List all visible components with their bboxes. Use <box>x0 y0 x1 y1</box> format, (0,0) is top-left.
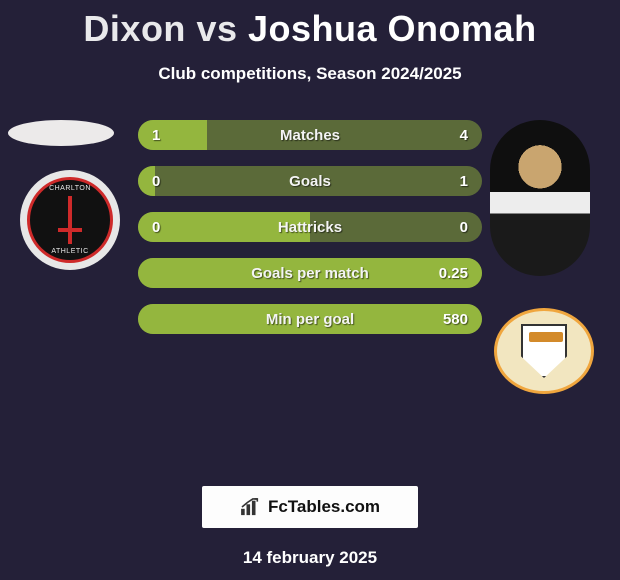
branding-text: FcTables.com <box>268 497 380 517</box>
stat-rows: 1Matches40Goals10Hattricks0Goals per mat… <box>138 120 482 334</box>
page-title: Dixon vs Joshua Onomah <box>0 0 620 50</box>
player2-photo <box>490 120 590 276</box>
branding-badge: FcTables.com <box>202 486 418 528</box>
player1-photo <box>8 120 114 146</box>
club1-text-top: CHARLTON <box>30 185 110 192</box>
stat-right-value: 0 <box>460 219 468 236</box>
subtitle: Club competitions, Season 2024/2025 <box>0 64 620 84</box>
fctables-logo-icon <box>240 498 262 516</box>
comparison-stage: CHARLTON ATHLETIC 1Matches40Goals10Hattr… <box>0 120 620 430</box>
blackpool-shield-icon <box>521 324 567 378</box>
player2-club-badge <box>494 308 594 394</box>
stat-row: Min per goal580 <box>138 304 482 334</box>
player1-name: Dixon <box>83 8 186 49</box>
player1-club-badge: CHARLTON ATHLETIC <box>20 170 120 270</box>
stat-right-value: 0.25 <box>439 265 468 282</box>
stat-label: Min per goal <box>138 311 482 328</box>
stat-right-value: 4 <box>460 127 468 144</box>
player2-name: Joshua Onomah <box>248 8 537 49</box>
stat-label: Goals per match <box>138 265 482 282</box>
stat-row: Goals per match0.25 <box>138 258 482 288</box>
stat-label: Hattricks <box>138 219 482 236</box>
stat-right-value: 580 <box>443 311 468 328</box>
date-label: 14 february 2025 <box>0 548 620 568</box>
stat-right-value: 1 <box>460 173 468 190</box>
stat-label: Goals <box>138 173 482 190</box>
stat-row: 0Goals1 <box>138 166 482 196</box>
vs-word: vs <box>196 8 237 49</box>
sword-icon <box>68 196 72 244</box>
stat-row: 1Matches4 <box>138 120 482 150</box>
stat-row: 0Hattricks0 <box>138 212 482 242</box>
club1-text-bottom: ATHLETIC <box>30 248 110 255</box>
stat-label: Matches <box>138 127 482 144</box>
charlton-badge-icon: CHARLTON ATHLETIC <box>27 177 113 263</box>
